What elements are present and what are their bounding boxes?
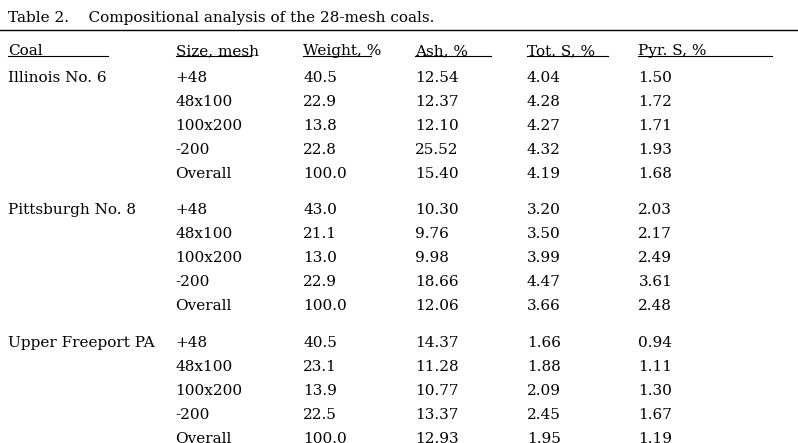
Text: 1.71: 1.71 (638, 119, 672, 133)
Text: Ash, %: Ash, % (415, 44, 468, 58)
Text: +48: +48 (176, 335, 207, 350)
Text: Upper Freeport PA: Upper Freeport PA (8, 335, 155, 350)
Text: -200: -200 (176, 408, 210, 422)
Text: 1.67: 1.67 (638, 408, 672, 422)
Text: -200: -200 (176, 276, 210, 289)
Text: 100x200: 100x200 (176, 119, 243, 133)
Text: 1.68: 1.68 (638, 167, 672, 181)
Text: -200: -200 (176, 143, 210, 157)
Text: 3.99: 3.99 (527, 251, 560, 265)
Text: 12.93: 12.93 (415, 432, 459, 443)
Text: 48x100: 48x100 (176, 360, 233, 373)
Text: 1.93: 1.93 (638, 143, 672, 157)
Text: 9.98: 9.98 (415, 251, 448, 265)
Text: 2.09: 2.09 (527, 384, 561, 398)
Text: 100.0: 100.0 (303, 299, 347, 314)
Text: 100x200: 100x200 (176, 384, 243, 398)
Text: 3.50: 3.50 (527, 227, 560, 241)
Text: 100x200: 100x200 (176, 251, 243, 265)
Text: 13.37: 13.37 (415, 408, 458, 422)
Text: 1.88: 1.88 (527, 360, 560, 373)
Text: 4.32: 4.32 (527, 143, 560, 157)
Text: 4.27: 4.27 (527, 119, 560, 133)
Text: 21.1: 21.1 (303, 227, 338, 241)
Text: 2.03: 2.03 (638, 203, 672, 217)
Text: 2.48: 2.48 (638, 299, 672, 314)
Text: 1.66: 1.66 (527, 335, 561, 350)
Text: Weight, %: Weight, % (303, 44, 381, 58)
Text: Overall: Overall (176, 167, 232, 181)
Text: 22.5: 22.5 (303, 408, 337, 422)
Text: 12.10: 12.10 (415, 119, 459, 133)
Text: 48x100: 48x100 (176, 227, 233, 241)
Text: Coal: Coal (8, 44, 42, 58)
Text: 1.72: 1.72 (638, 95, 672, 109)
Text: 25.52: 25.52 (415, 143, 459, 157)
Text: 48x100: 48x100 (176, 95, 233, 109)
Text: 12.06: 12.06 (415, 299, 459, 314)
Text: Illinois No. 6: Illinois No. 6 (8, 71, 107, 85)
Text: 43.0: 43.0 (303, 203, 337, 217)
Text: 3.66: 3.66 (527, 299, 560, 314)
Text: 100.0: 100.0 (303, 167, 347, 181)
Text: 22.9: 22.9 (303, 276, 338, 289)
Text: 10.77: 10.77 (415, 384, 459, 398)
Text: 10.30: 10.30 (415, 203, 459, 217)
Text: 40.5: 40.5 (303, 335, 337, 350)
Text: 12.37: 12.37 (415, 95, 459, 109)
Text: 1.30: 1.30 (638, 384, 672, 398)
Text: 4.28: 4.28 (527, 95, 560, 109)
Text: 4.47: 4.47 (527, 276, 560, 289)
Text: 15.40: 15.40 (415, 167, 459, 181)
Text: Overall: Overall (176, 299, 232, 314)
Text: +48: +48 (176, 71, 207, 85)
Text: 4.04: 4.04 (527, 71, 561, 85)
Text: 13.0: 13.0 (303, 251, 337, 265)
Text: 23.1: 23.1 (303, 360, 337, 373)
Text: Pittsburgh No. 8: Pittsburgh No. 8 (8, 203, 136, 217)
Text: 2.49: 2.49 (638, 251, 673, 265)
Text: Table 2.    Compositional analysis of the 28-mesh coals.: Table 2. Compositional analysis of the 2… (8, 11, 434, 25)
Text: 2.45: 2.45 (527, 408, 560, 422)
Text: 3.20: 3.20 (527, 203, 560, 217)
Text: 3.61: 3.61 (638, 276, 672, 289)
Text: Pyr. S, %: Pyr. S, % (638, 44, 707, 58)
Text: 1.50: 1.50 (638, 71, 672, 85)
Text: 100.0: 100.0 (303, 432, 347, 443)
Text: 14.37: 14.37 (415, 335, 459, 350)
Text: Size, mesh: Size, mesh (176, 44, 259, 58)
Text: 4.19: 4.19 (527, 167, 561, 181)
Text: 9.76: 9.76 (415, 227, 448, 241)
Text: Overall: Overall (176, 432, 232, 443)
Text: Tot. S, %: Tot. S, % (527, 44, 595, 58)
Text: 0.94: 0.94 (638, 335, 673, 350)
Text: 1.11: 1.11 (638, 360, 673, 373)
Text: 22.8: 22.8 (303, 143, 337, 157)
Text: 11.28: 11.28 (415, 360, 459, 373)
Text: 40.5: 40.5 (303, 71, 337, 85)
Text: 12.54: 12.54 (415, 71, 459, 85)
Text: 22.9: 22.9 (303, 95, 338, 109)
Text: +48: +48 (176, 203, 207, 217)
Text: 18.66: 18.66 (415, 276, 459, 289)
Text: 2.17: 2.17 (638, 227, 672, 241)
Text: 1.95: 1.95 (527, 432, 560, 443)
Text: 13.9: 13.9 (303, 384, 337, 398)
Text: 13.8: 13.8 (303, 119, 337, 133)
Text: 1.19: 1.19 (638, 432, 673, 443)
